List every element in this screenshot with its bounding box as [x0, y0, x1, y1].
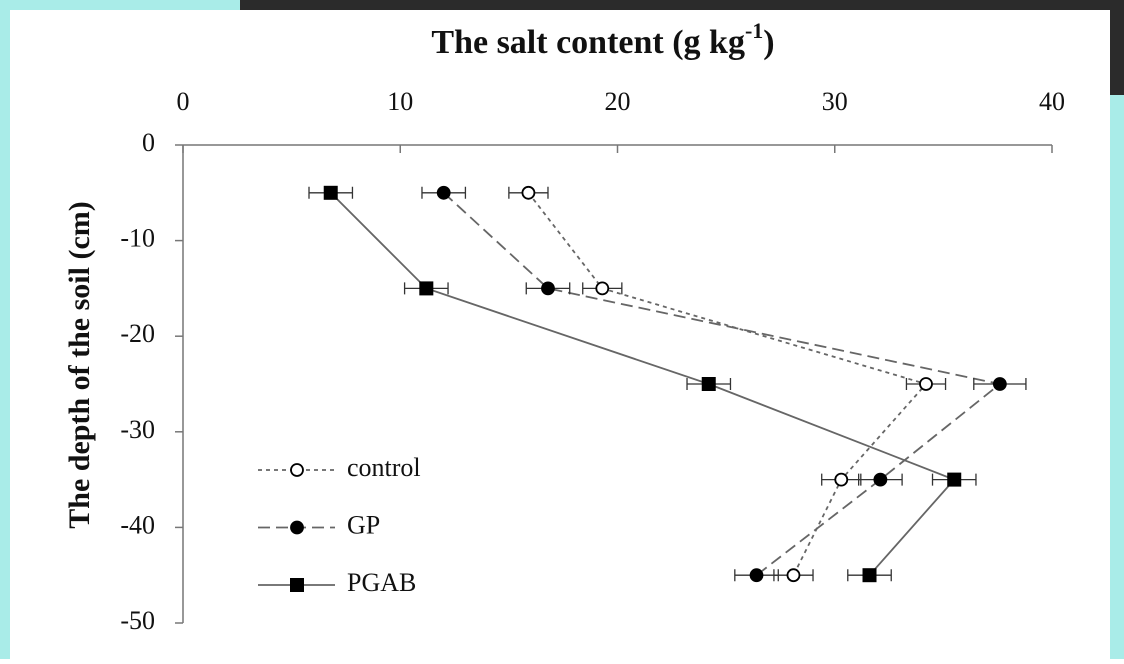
legend-label: control [347, 453, 421, 482]
y-tick-label: -30 [120, 415, 155, 444]
x-axis-title: The salt content (g kg-1) [431, 18, 774, 61]
legend-marker [290, 520, 304, 535]
y-tick-label: -50 [120, 606, 155, 635]
data-point [947, 472, 962, 487]
y-axis-title: The depth of the soil (cm) [63, 201, 96, 528]
legend-marker [290, 463, 304, 477]
legend-label: PGAB [347, 568, 416, 597]
data-point [992, 377, 1007, 391]
data-point [701, 377, 716, 391]
y-tick-label: 0 [142, 128, 155, 157]
x-axis-title-sup: -1 [745, 18, 763, 43]
data-point [323, 185, 338, 200]
x-tick-label: 40 [1039, 87, 1065, 116]
data-point [436, 185, 451, 200]
x-tick-label: 20 [605, 87, 631, 116]
data-point [541, 281, 555, 296]
data-point [419, 281, 434, 296]
y-tick-label: -10 [120, 224, 155, 253]
x-axis-title-end: ) [763, 24, 774, 61]
data-point [521, 185, 536, 200]
y-tick-label: -20 [120, 319, 155, 348]
data-point [786, 568, 801, 583]
data-point [749, 568, 764, 583]
data-point [919, 377, 933, 391]
data-point [873, 472, 888, 487]
data-point [862, 568, 877, 583]
data-point [834, 472, 849, 487]
legend-marker [290, 578, 304, 592]
x-tick-label: 0 [177, 87, 190, 116]
data-point [595, 281, 610, 296]
legend-label: GP [347, 510, 380, 539]
x-axis-title-text: The salt content (g kg [431, 24, 745, 61]
y-tick-label: -40 [120, 510, 155, 539]
x-tick-label: 30 [822, 87, 848, 116]
x-tick-label: 10 [387, 87, 413, 116]
